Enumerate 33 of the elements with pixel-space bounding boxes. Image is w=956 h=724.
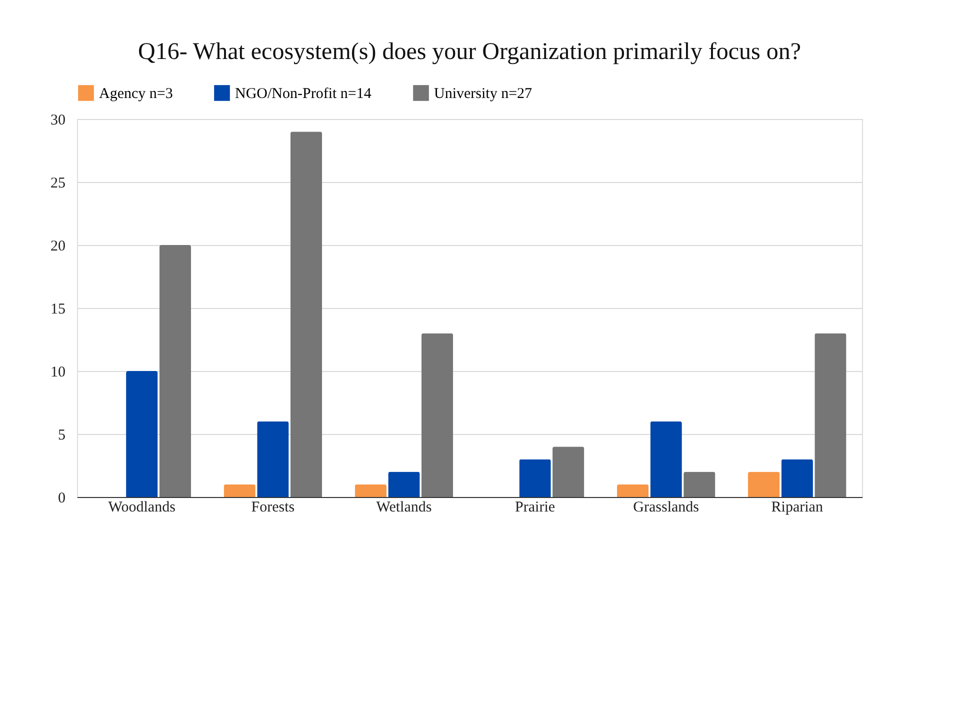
bar	[126, 371, 158, 497]
y-tick-label: 5	[58, 428, 66, 444]
bar	[290, 132, 322, 497]
x-tick-label: Riparian	[771, 500, 824, 516]
y-tick-label: 30	[50, 112, 66, 128]
bar	[354, 484, 386, 497]
chart-title: Q16- What ecosystem(s) does your Organization primarily focus on?	[138, 39, 801, 65]
legend-label: Agency n=3	[99, 86, 173, 102]
bar	[650, 421, 682, 497]
x-tick-label: Prairie	[515, 500, 556, 516]
y-tick-label: 25	[50, 176, 66, 192]
bar	[421, 333, 454, 497]
y-tick-label: 0	[58, 490, 66, 506]
y-tick-label: 10	[50, 364, 66, 380]
bar	[781, 459, 813, 497]
legend-label: NGO/Non-Profit n=14	[235, 86, 372, 102]
bar	[552, 446, 584, 497]
bar	[224, 484, 256, 497]
bar	[257, 421, 289, 497]
x-tick-label: Forests	[251, 500, 295, 516]
bar	[684, 472, 716, 497]
bar	[388, 472, 420, 497]
x-tick-label: Grasslands	[633, 500, 700, 516]
y-tick-label: 15	[50, 302, 66, 318]
x-tick-label: Wetlands	[376, 500, 432, 516]
y-tick-label: 20	[50, 238, 66, 254]
legend-label: University n=27	[434, 86, 533, 102]
x-tick-label: Woodlands	[108, 500, 176, 516]
bar	[616, 484, 649, 497]
bar	[519, 459, 551, 497]
bar	[748, 472, 780, 497]
bar	[814, 333, 846, 497]
bar	[159, 245, 192, 497]
